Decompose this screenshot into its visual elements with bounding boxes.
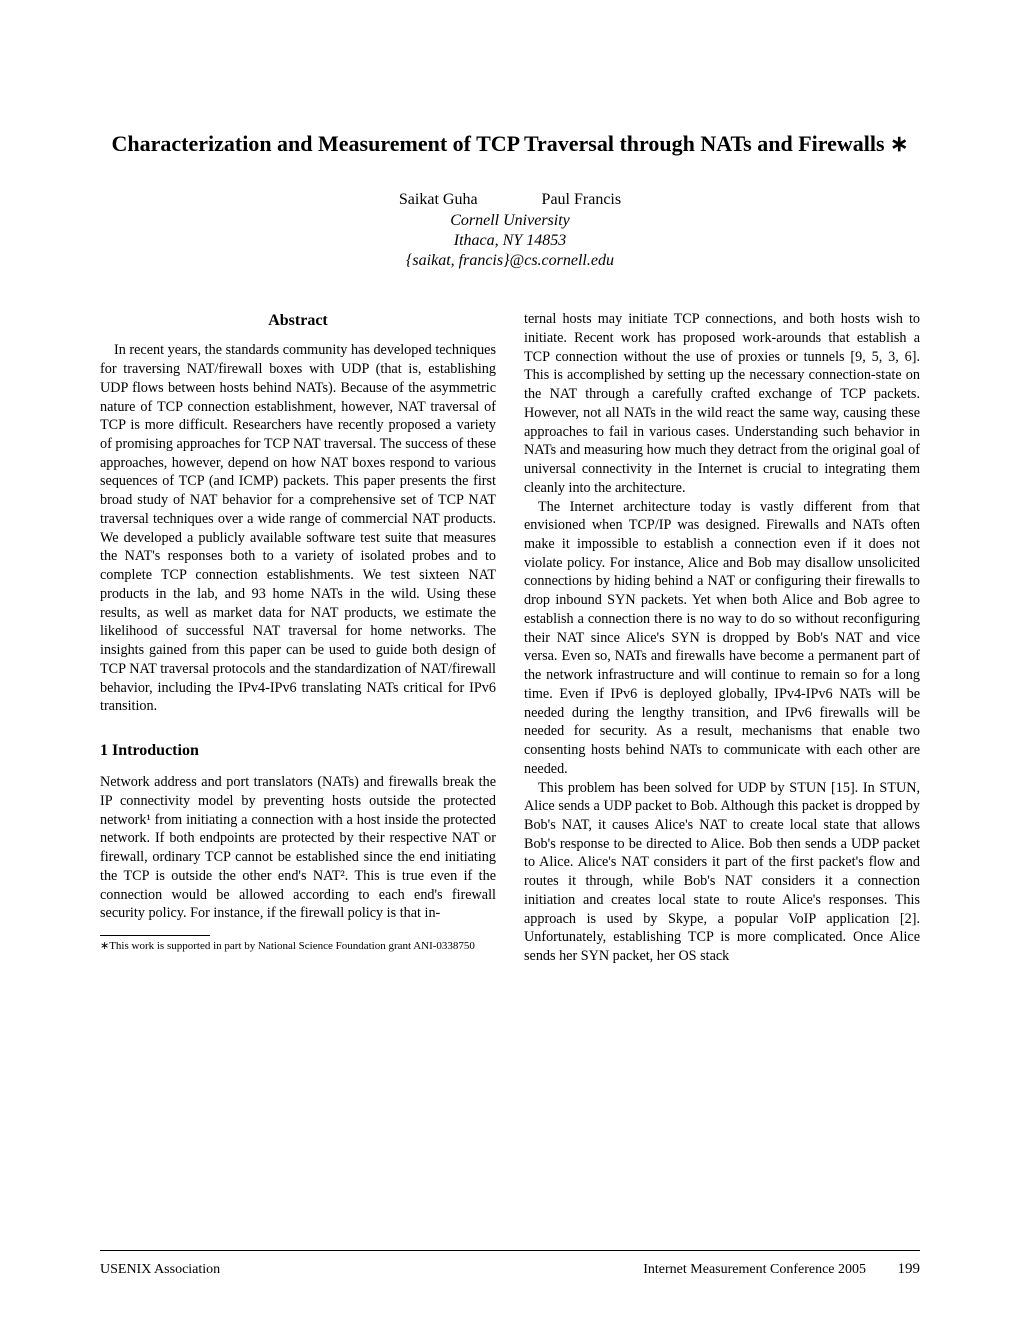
page-footer: USENIX Association Internet Measurement … [100, 1250, 920, 1278]
column-right: ternal hosts may initiate TCP connection… [524, 310, 920, 966]
location: Ithaca, NY 14853 [100, 231, 920, 252]
paper-title: Characterization and Measurement of TCP … [100, 130, 920, 159]
intro-para-1-cont: ternal hosts may initiate TCP connection… [524, 310, 920, 497]
abstract-body: In recent years, the standards community… [100, 341, 496, 716]
footnote-funding: ∗This work is supported in part by Natio… [100, 940, 496, 954]
footer-left: USENIX Association [100, 1262, 220, 1278]
column-left: Abstract In recent years, the standards … [100, 310, 496, 966]
intro-para-3: This problem has been solved for UDP by … [524, 779, 920, 966]
page-number: 199 [898, 1261, 921, 1277]
emails: {saikat, francis}@cs.cornell.edu [100, 252, 920, 270]
authors-line: Saikat Guha Paul Francis [100, 191, 920, 209]
footer-right: Internet Measurement Conference 2005 199 [643, 1261, 920, 1278]
abstract-heading: Abstract [100, 310, 496, 331]
footnote-rule [100, 935, 210, 936]
author-2: Paul Francis [542, 191, 622, 208]
section-1-heading: 1 Introduction [100, 740, 496, 761]
intro-para-2: The Internet architecture today is vastl… [524, 498, 920, 779]
two-column-body: Abstract In recent years, the standards … [100, 310, 920, 966]
affiliation: Cornell University [100, 211, 920, 232]
footer-conference: Internet Measurement Conference 2005 [643, 1262, 866, 1277]
author-1: Saikat Guha [399, 191, 478, 208]
intro-para-1: Network address and port translators (NA… [100, 773, 496, 923]
